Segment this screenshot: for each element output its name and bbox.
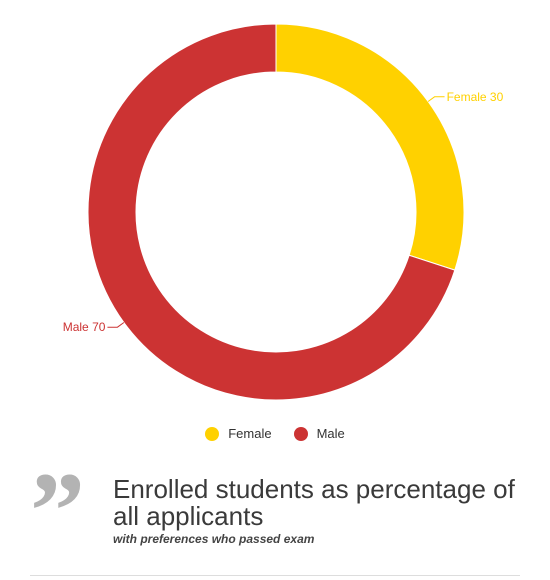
chart-legend: Female Male — [0, 426, 550, 441]
donut-chart: Female 30 Male 70 — [63, 23, 504, 401]
caption-title: Enrolled students as percentage of all a… — [113, 474, 515, 531]
slice-male[interactable] — [87, 23, 456, 401]
slice-female[interactable] — [275, 23, 465, 271]
legend-item-male[interactable]: Male — [293, 426, 345, 441]
leader-line-male — [107, 322, 125, 328]
data-label-female: Female 30 — [447, 90, 504, 104]
legend-item-female[interactable]: Female — [205, 426, 272, 441]
caption-subtitle: with preferences who passed exam — [113, 532, 315, 546]
legend-label-female: Female — [228, 426, 272, 441]
leader-line-female — [427, 96, 445, 102]
data-label-male: Male 70 — [63, 320, 106, 334]
chart-caption: ” Enrolled students as percentage of all… — [30, 456, 530, 566]
legend-swatch-female — [205, 426, 220, 441]
quote-icon: ” — [30, 450, 85, 572]
legend-label-male: Male — [316, 426, 345, 441]
legend-swatch-male — [293, 426, 308, 441]
divider — [30, 575, 520, 576]
